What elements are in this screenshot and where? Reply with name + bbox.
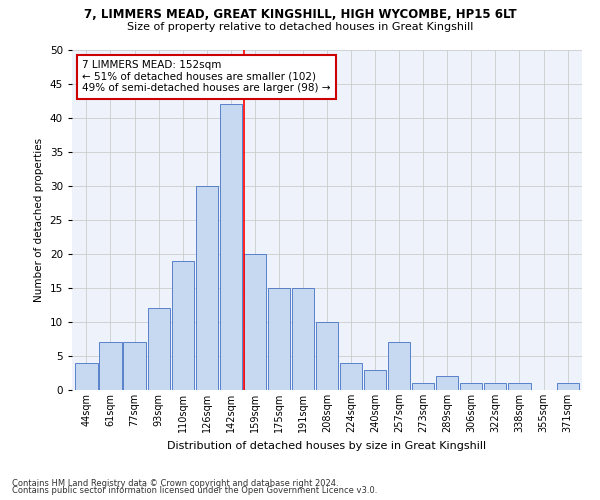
Bar [172,261,194,390]
Bar [196,186,218,390]
Text: Size of property relative to detached houses in Great Kingshill: Size of property relative to detached ho… [127,22,473,32]
Bar [292,288,314,390]
Bar [460,383,482,390]
Bar [148,308,170,390]
Text: 7 LIMMERS MEAD: 152sqm
← 51% of detached houses are smaller (102)
49% of semi-de: 7 LIMMERS MEAD: 152sqm ← 51% of detached… [82,60,331,94]
Bar [412,383,434,390]
Bar [388,342,410,390]
Bar [340,363,362,390]
Bar [557,383,578,390]
Bar [244,254,266,390]
Text: Contains public sector information licensed under the Open Government Licence v3: Contains public sector information licen… [12,486,377,495]
Bar [316,322,338,390]
Bar [364,370,386,390]
X-axis label: Distribution of detached houses by size in Great Kingshill: Distribution of detached houses by size … [167,440,487,450]
Text: 7, LIMMERS MEAD, GREAT KINGSHILL, HIGH WYCOMBE, HP15 6LT: 7, LIMMERS MEAD, GREAT KINGSHILL, HIGH W… [83,8,517,20]
Bar [124,342,146,390]
Bar [484,383,506,390]
Text: Contains HM Land Registry data © Crown copyright and database right 2024.: Contains HM Land Registry data © Crown c… [12,478,338,488]
Bar [508,383,530,390]
Bar [100,342,122,390]
Bar [436,376,458,390]
Y-axis label: Number of detached properties: Number of detached properties [34,138,44,302]
Bar [220,104,242,390]
Bar [268,288,290,390]
Bar [76,363,98,390]
